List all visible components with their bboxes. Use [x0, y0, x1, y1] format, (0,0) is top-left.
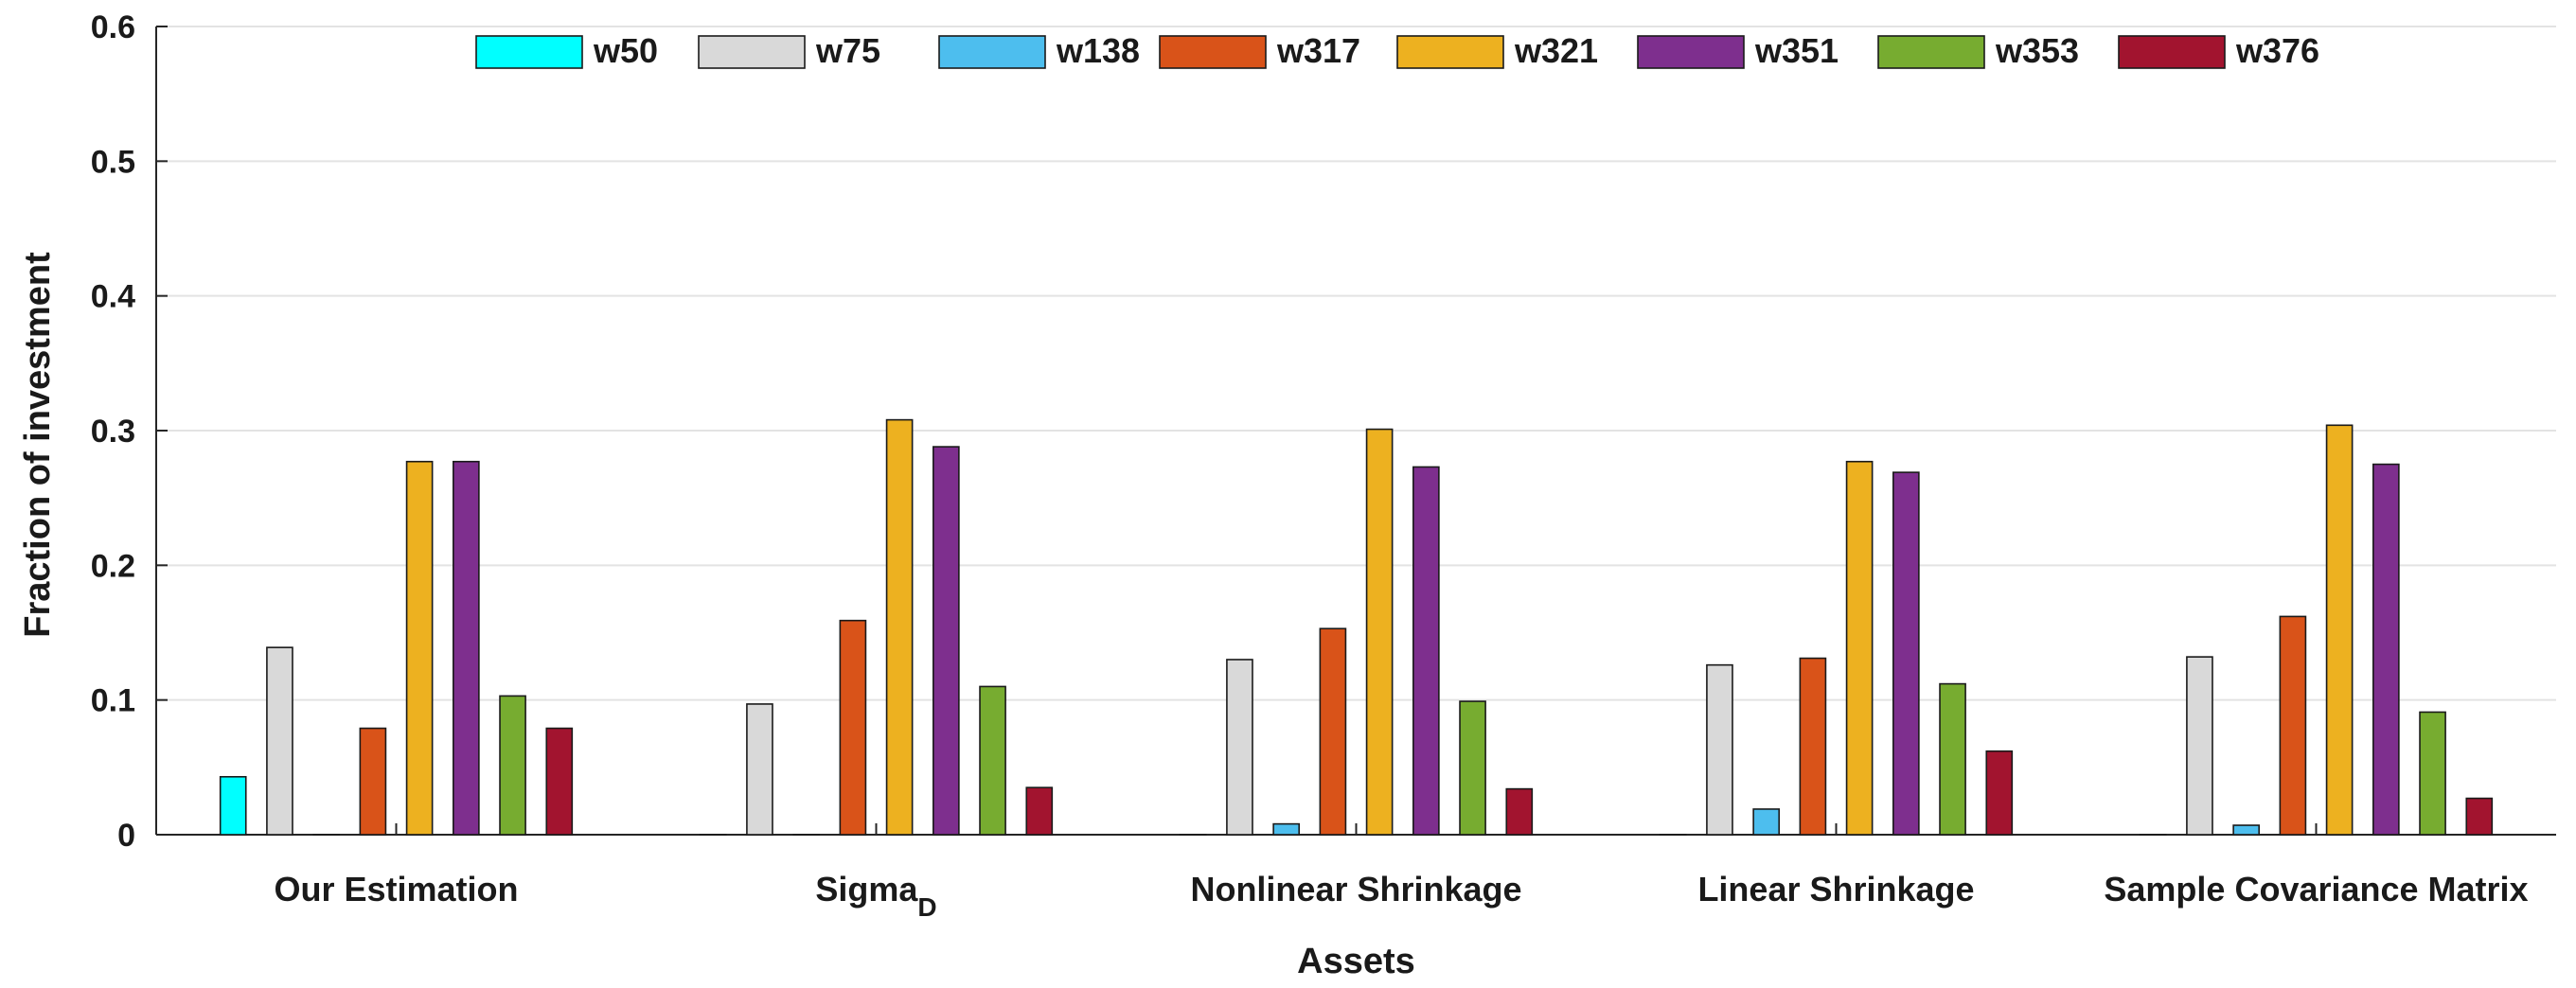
bar-w351-3	[1892, 471, 1920, 836]
bar-w317-0	[359, 727, 387, 836]
gridlines	[156, 26, 2556, 701]
bar-w317-1	[839, 619, 867, 836]
bar-w376-0	[545, 727, 574, 836]
bar-w138-4	[2232, 824, 2261, 836]
bar-w353-4	[2419, 711, 2446, 836]
x-axis-title: Assets	[1297, 942, 1415, 981]
bar-w317-2	[1319, 627, 1347, 836]
bar-w376-4	[2465, 797, 2494, 836]
bar-w75-2	[1226, 659, 1253, 836]
legend: w50 w75 w138 w317 w321 w351 w353 w376	[475, 31, 2319, 70]
category-label: Nonlinear Shrinkage	[1190, 870, 1521, 909]
legend-swatch-w138	[938, 35, 1046, 69]
bar-w351-4	[2372, 463, 2400, 836]
bar-w351-0	[452, 460, 480, 836]
y-tick-label: 0.6	[91, 9, 135, 45]
legend-swatch-w351	[1637, 35, 1745, 69]
legend-label-w50: w50	[593, 31, 658, 70]
legend-swatch-w376	[2118, 35, 2226, 69]
category-label: Sample Covariance Matrix	[2104, 870, 2528, 909]
bar-w317-4	[2279, 615, 2307, 836]
bar-w351-2	[1412, 466, 1440, 836]
y-tick-label: 0.3	[91, 414, 135, 450]
tick-labels: 0 0.1 0.2 0.3 0.4 0.5 0.6	[91, 9, 135, 854]
y-tick-label: 0.1	[91, 683, 135, 719]
bar-w321-1	[885, 418, 914, 836]
category-labels: Our Estimation SigmaD Nonlinear Shrinkage L…	[274, 870, 2528, 922]
bar-w353-0	[499, 695, 526, 836]
legend-swatch-w75	[698, 35, 806, 69]
y-tick-label: 0.2	[91, 548, 135, 584]
bar-w321-3	[1845, 460, 1874, 836]
bar-w353-3	[1939, 682, 1966, 836]
bar-w50-0	[219, 775, 247, 836]
bar-w138-2	[1272, 822, 1301, 836]
bar-w376-1	[1025, 786, 1054, 836]
bar-w376-3	[1985, 750, 2014, 836]
legend-label-w321: w321	[1514, 31, 1598, 70]
y-tick-label: 0.5	[91, 144, 135, 180]
bar-w317-3	[1799, 657, 1827, 836]
y-tick-label: 0.4	[91, 279, 135, 315]
legend-label-w351: w351	[1754, 31, 1839, 70]
bar-w75-1	[746, 703, 773, 836]
category-label: Linear Shrinkage	[1697, 870, 1974, 909]
legend-label-w317: w317	[1276, 31, 1360, 70]
bar-w353-1	[979, 685, 1006, 836]
legend-swatch-w321	[1396, 35, 1504, 69]
y-tick-label: 0	[117, 818, 135, 854]
bar-w321-2	[1365, 428, 1394, 836]
bar-w353-2	[1459, 700, 1486, 836]
bar-w376-2	[1505, 787, 1534, 836]
bar-w321-4	[2325, 424, 2354, 836]
bar-w138-3	[1752, 808, 1781, 836]
legend-swatch-w317	[1159, 35, 1267, 69]
bar-w75-3	[1706, 663, 1733, 836]
legend-label-w75: w75	[815, 31, 880, 70]
legend-label-w138: w138	[1056, 31, 1140, 70]
legend-swatch-w353	[1877, 35, 1985, 69]
legend-label-w353: w353	[1995, 31, 2079, 70]
bar-w75-0	[266, 646, 293, 836]
bar-w75-4	[2186, 656, 2213, 836]
category-label: Our Estimation	[274, 870, 518, 909]
legend-swatch-w50	[475, 35, 583, 69]
bars	[219, 418, 2494, 836]
bar-w351-1	[932, 446, 960, 836]
category-label: SigmaD	[815, 870, 936, 922]
legend-label-w376: w376	[2235, 31, 2319, 70]
bar-w321-0	[405, 460, 434, 836]
y-axis-title: Fraction of investment	[18, 252, 58, 638]
